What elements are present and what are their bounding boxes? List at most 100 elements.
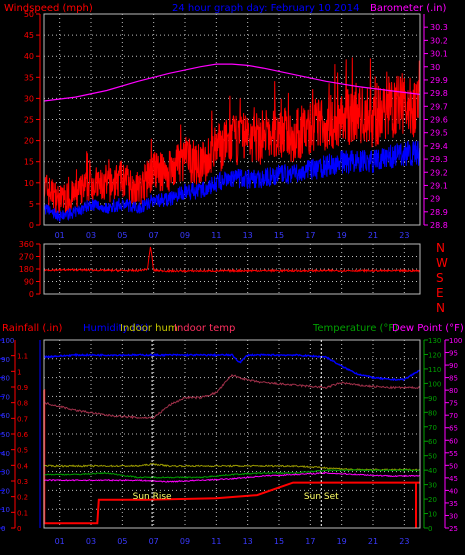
- humidity-tick-label: 20: [1, 487, 10, 495]
- x-tick-label: 11: [211, 537, 221, 546]
- compass-letters: N W S E N: [436, 241, 448, 315]
- x-tick-label: 01: [55, 231, 65, 240]
- humidity-tick-label: 40: [1, 450, 10, 458]
- indoor-temp-tick-label: 95: [449, 350, 458, 358]
- temp-tick-label: 110: [428, 366, 441, 374]
- rain-tick-label: 0.2: [17, 494, 28, 502]
- x-tick-label: 19: [337, 537, 347, 546]
- sunrise-label: Sun Rise: [133, 492, 172, 502]
- y2-tick-label: 30.1: [430, 50, 448, 59]
- humidity-tick-label: 50: [1, 431, 10, 439]
- temp-tick-label: 130: [428, 337, 441, 345]
- x-tick-label: 21: [368, 231, 378, 240]
- temp-tick-label: 90: [428, 395, 437, 403]
- x-tick-label: 03: [86, 231, 96, 240]
- indoor-temp-tick-label: 60: [449, 437, 458, 445]
- x-tick-label: 09: [180, 537, 190, 546]
- humidity-tick-label: 70: [1, 393, 10, 401]
- indoor-temp-tick-label: 25: [449, 525, 458, 533]
- y2-tick-label: 29.1: [430, 181, 448, 190]
- y2-tick-label: 29.5: [430, 129, 448, 138]
- panel1-x-ticks: 01 03 05 07 09 11 13 15 17 19 21 23: [55, 231, 410, 240]
- rain-tick-label: 0.6: [17, 431, 29, 439]
- y2-tick-label: 29.2: [430, 168, 448, 177]
- windspeed-line: [43, 57, 421, 214]
- temp-tick-label: 70: [428, 424, 437, 432]
- temp-tick-label: 80: [428, 409, 437, 417]
- graph-title: 24 hour graph day: February 10 2014: [172, 3, 360, 14]
- indoor-temp-tick-label: 75: [449, 400, 458, 408]
- y2-tick-label: 28.9: [430, 208, 448, 217]
- panel1-series: [43, 57, 421, 222]
- x-tick-label: 03: [86, 537, 96, 546]
- indoor-hum-legend: Indoor hum: [120, 323, 178, 334]
- x-tick-label: 07: [149, 231, 159, 240]
- y-tick-label: 15: [24, 158, 34, 167]
- y-tick-label: 20: [24, 137, 34, 146]
- indoor-temp-tick-label: 55: [449, 450, 458, 458]
- x-tick-label: 13: [243, 537, 253, 546]
- x-tick-label: 05: [117, 537, 127, 546]
- x-tick-label: 13: [243, 231, 253, 240]
- sun-markers: Sun Rise Sun Set: [133, 340, 339, 528]
- y-tick-label: 360: [19, 240, 34, 249]
- temp-tick-label: 100: [428, 380, 441, 388]
- humidity-tick-label: 10: [1, 506, 10, 514]
- y-tick-label: 45: [24, 31, 34, 40]
- panel3-frame: [43, 339, 421, 529]
- rain-tick-label: 0.7: [17, 415, 28, 423]
- humidity-tick-label: 0: [1, 525, 5, 533]
- sunset-label: Sun Set: [304, 492, 339, 502]
- indoor-temp-tick-label: 40: [449, 487, 458, 495]
- wind-direction-line: [43, 246, 421, 274]
- temp-tick-label: 120: [428, 351, 441, 359]
- y2-tick-label: 29.9: [430, 76, 448, 85]
- y-tick-label: 25: [24, 116, 34, 125]
- indoor-temp-legend: Indoor temp: [174, 323, 235, 334]
- y-tick-label: 0: [29, 290, 34, 299]
- humidity-tick-label: 30: [1, 469, 10, 477]
- y-tick-label: 180: [19, 265, 34, 274]
- y2-tick-label: 30: [430, 63, 440, 72]
- y-tick-label: 40: [24, 52, 34, 61]
- humidity-tick-label: 60: [1, 412, 10, 420]
- y2-tick-label: 29.3: [430, 155, 448, 164]
- y-tick-label: 270: [19, 253, 34, 262]
- dew-point-line: [43, 471, 420, 483]
- indoor-temp-tick-label: 50: [449, 462, 458, 470]
- y-tick-label: 35: [24, 73, 34, 82]
- gust-line: [43, 140, 421, 222]
- panel2-frame: [43, 243, 421, 295]
- x-tick-label: 23: [399, 231, 409, 240]
- rain-tick-label: 0.8: [17, 400, 28, 408]
- indoor-temp-line: [43, 373, 421, 420]
- compass-letter: N: [436, 301, 445, 315]
- humidity-legend: Humidity (%): [83, 323, 149, 334]
- panel1-frame: [43, 13, 421, 226]
- y2-tick-label: 29: [430, 195, 440, 204]
- humidity-tick-label: 100: [1, 337, 14, 345]
- panel3-grid: [44, 340, 420, 528]
- panel2-grid: [44, 244, 420, 294]
- windspeed-axis-title: Windspeed (mph): [4, 3, 93, 14]
- temp-tick-label: 30: [428, 482, 437, 490]
- indoor-temp-tick-label: 100: [449, 337, 462, 345]
- y2-tick-label: 29.4: [430, 142, 448, 151]
- direction-ticks: 0 90 180 270 360: [19, 240, 40, 299]
- rainfall-axis-title: Rainfall (.in): [2, 323, 63, 334]
- y2-tick-label: 28.8: [430, 221, 448, 230]
- indoor-temp-tick-label: 35: [449, 500, 458, 508]
- temp-tick-label: 20: [428, 496, 437, 504]
- x-tick-label: 15: [274, 231, 284, 240]
- y2-tick-label: 29.8: [430, 89, 448, 98]
- rain-tick-label: 1: [17, 368, 21, 376]
- indoor-temp-tick-label: 80: [449, 387, 458, 395]
- panel3-x-ticks: 01 03 05 07 09 11 13 15 17 19 21 23: [55, 537, 410, 546]
- temp-tick-label: 0: [428, 525, 432, 533]
- x-tick-label: 09: [180, 231, 190, 240]
- x-tick-label: 19: [337, 231, 347, 240]
- x-tick-label: 11: [211, 231, 221, 240]
- y-tick-label: 50: [24, 10, 34, 19]
- rain-tick-label: 0.5: [17, 447, 28, 455]
